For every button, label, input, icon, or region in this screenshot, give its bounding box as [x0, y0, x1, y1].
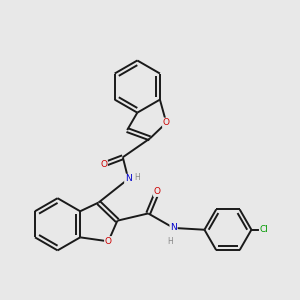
Text: O: O: [154, 187, 161, 196]
Text: O: O: [100, 160, 107, 169]
Text: O: O: [163, 118, 170, 127]
Text: N: N: [125, 175, 132, 184]
Text: H: H: [167, 237, 173, 246]
Text: H: H: [134, 173, 140, 182]
Text: N: N: [170, 224, 177, 232]
Text: Cl: Cl: [260, 225, 268, 234]
Text: O: O: [105, 237, 112, 246]
